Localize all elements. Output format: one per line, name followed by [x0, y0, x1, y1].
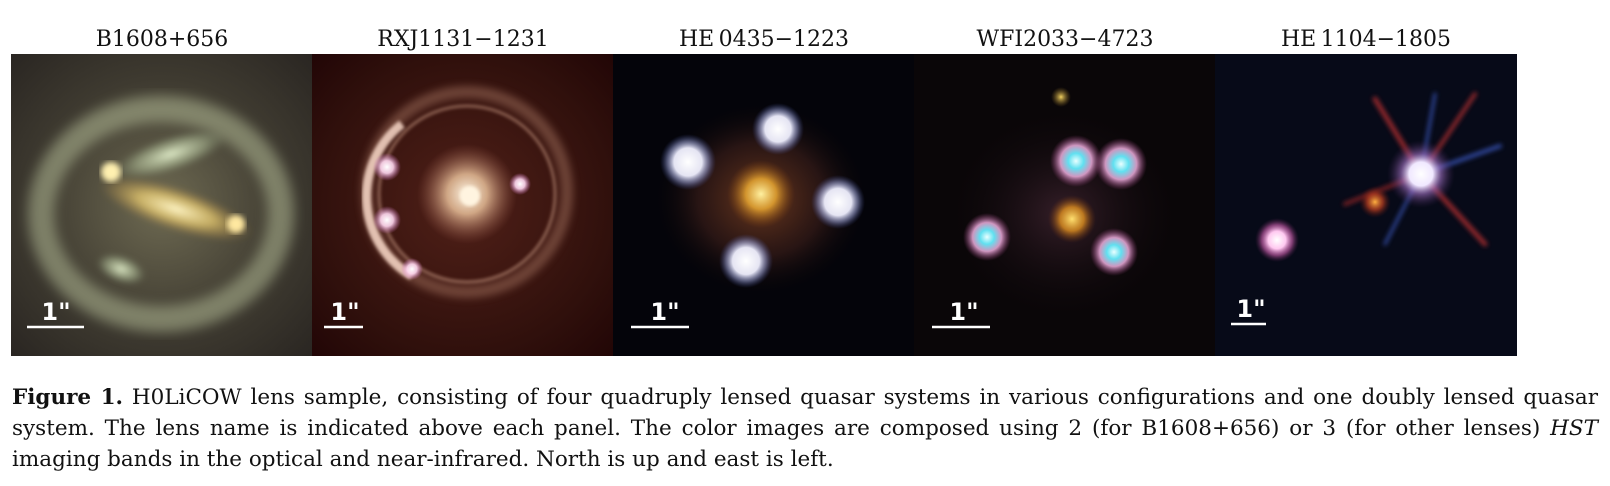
panel-title: RXJ1131−1231: [377, 27, 549, 52]
panel-title: WFI2033−4723: [976, 27, 1154, 52]
scale-bar-label: 1": [330, 298, 359, 326]
figure-caption: Figure 1. H0LiCOW lens sample, consistin…: [12, 382, 1598, 475]
caption-label: Figure 1.: [12, 385, 124, 410]
scale-bar-label: 1": [949, 298, 978, 326]
lens-panel-he0435: HE 0435−1223: [613, 26, 915, 356]
lens-panel-b1608: B1608+656: [11, 26, 313, 356]
lens-panel-he1104: HE 1104−1805: [1215, 26, 1517, 356]
panel-title: B1608+656: [95, 27, 229, 52]
scale-bar-label: 1": [650, 298, 679, 326]
scale-bar-label: 1": [41, 298, 70, 326]
caption-text-end: imaging bands in the optical and near-in…: [12, 447, 834, 472]
lens-panel-wfi2033: WFI2033−4723: [914, 26, 1216, 356]
panel-title: HE 0435−1223: [678, 27, 850, 52]
lens-image-b1608: 1": [11, 54, 313, 356]
lens-panel-rxj1131: RXJ1131−1231: [312, 26, 614, 356]
caption-emphasis: HST: [1550, 416, 1598, 441]
scale-bar-label: 1": [1236, 295, 1265, 323]
caption-text: H0LiCOW lens sample, consisting of four …: [12, 385, 1598, 441]
lens-image-wfi2033: 1": [914, 54, 1216, 356]
lens-image-rxj1131: 1": [312, 54, 614, 356]
lens-image-he1104: 1": [1215, 54, 1517, 356]
panel-title: HE 1104−1805: [1280, 27, 1452, 52]
lens-image-he0435: 1": [613, 54, 915, 356]
